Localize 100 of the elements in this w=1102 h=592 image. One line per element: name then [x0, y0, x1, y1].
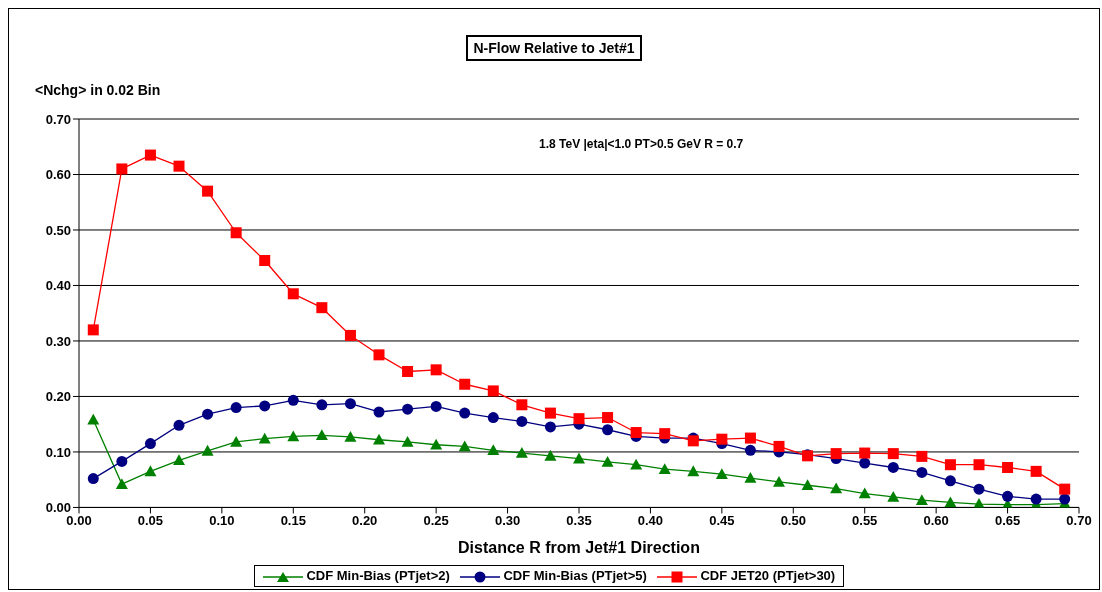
point: [687, 465, 700, 477]
point: [1030, 465, 1042, 477]
point: [858, 487, 871, 499]
legend-label: CDF Min-Bias (PTjet>2): [306, 568, 450, 584]
x-tick-label: 0.20: [352, 512, 378, 528]
point: [259, 400, 271, 412]
point: [87, 324, 99, 336]
point: [459, 407, 471, 419]
point: [259, 255, 271, 266]
point: [316, 302, 328, 314]
point: [144, 149, 156, 161]
point: [202, 185, 214, 197]
point: [859, 457, 871, 469]
point: [1030, 493, 1042, 505]
point: [716, 433, 728, 445]
point: [401, 435, 414, 447]
point: [515, 447, 528, 458]
point: [287, 288, 299, 300]
legend-label: CDF JET20 (PTjet>30): [700, 568, 836, 584]
x-tick-label: 0.25: [423, 512, 449, 528]
x-tick-label: 0.50: [780, 512, 806, 528]
point: [287, 430, 300, 442]
y-tick-label: 0.50: [45, 222, 71, 238]
point: [887, 461, 899, 473]
point: [916, 450, 928, 462]
y-tick-label: 0.60: [45, 167, 71, 183]
x-tick-label: 0.60: [923, 512, 949, 528]
point: [973, 483, 985, 495]
x-tick-label: 0.65: [994, 512, 1021, 528]
point: [402, 365, 414, 377]
point: [944, 496, 957, 508]
legend-label: CDF Min-Bias (PTjet>5): [503, 568, 647, 584]
point: [573, 452, 585, 464]
point: [630, 458, 643, 470]
point: [658, 463, 671, 474]
point: [144, 438, 156, 450]
point: [258, 432, 271, 444]
point: [544, 421, 556, 433]
point: [830, 482, 843, 494]
point: [915, 494, 928, 506]
y-tick-label: 0.20: [45, 389, 71, 405]
x-tick-label: 0.05: [137, 512, 164, 528]
y-tick-label: 0.40: [45, 278, 71, 294]
point: [801, 479, 814, 491]
point: [344, 398, 356, 410]
point: [887, 448, 899, 460]
point: [373, 349, 385, 361]
point: [830, 448, 842, 460]
point: [744, 432, 756, 444]
point: [87, 473, 99, 485]
point: [230, 402, 242, 414]
point: [1059, 483, 1071, 495]
point: [1002, 461, 1014, 473]
point: [344, 430, 357, 442]
y-axis-title: <Nchg> in 0.02 Bin: [35, 82, 161, 98]
point: [459, 378, 471, 390]
point: [602, 412, 614, 424]
point: [373, 433, 385, 445]
point: [116, 163, 128, 175]
point: [373, 406, 385, 418]
point: [544, 449, 557, 461]
point: [201, 444, 214, 456]
x-tick-label: 0.30: [494, 512, 521, 528]
point: [516, 399, 528, 411]
point: [573, 413, 585, 425]
point: [430, 400, 442, 412]
point: [773, 475, 785, 487]
point: [1059, 493, 1071, 505]
x-tick-label: 0.55: [852, 512, 878, 528]
point: [487, 412, 499, 424]
point: [544, 407, 556, 419]
x-tick-label: 0.10: [209, 512, 235, 528]
point: [230, 435, 243, 447]
point: [173, 160, 185, 172]
x-tick-label: 0.35: [566, 512, 592, 528]
point: [973, 459, 985, 471]
point: [859, 447, 871, 459]
x-axis-title: Distance R from Jet#1 Direction: [458, 539, 700, 557]
point: [230, 227, 242, 239]
y-tick-label: 0.10: [45, 444, 71, 460]
chart-title: N-Flow Relative to Jet#1: [466, 35, 642, 61]
point: [458, 440, 471, 452]
point: [144, 465, 157, 477]
point: [87, 413, 100, 425]
point: [315, 429, 328, 441]
point: [487, 385, 499, 397]
y-tick-label: 0.70: [45, 111, 71, 127]
point: [402, 403, 414, 415]
annotation: 1.8 TeV |eta|<1.0 PT>0.5 GeV R = 0.7: [539, 137, 744, 151]
point: [344, 329, 356, 341]
point: [173, 419, 185, 431]
point: [916, 466, 928, 478]
point: [202, 408, 214, 420]
point: [659, 428, 671, 440]
point: [773, 440, 785, 452]
point: [887, 490, 900, 502]
point: [715, 468, 728, 479]
point: [430, 438, 443, 450]
point: [944, 475, 956, 487]
x-tick-label: 0.45: [709, 512, 735, 528]
